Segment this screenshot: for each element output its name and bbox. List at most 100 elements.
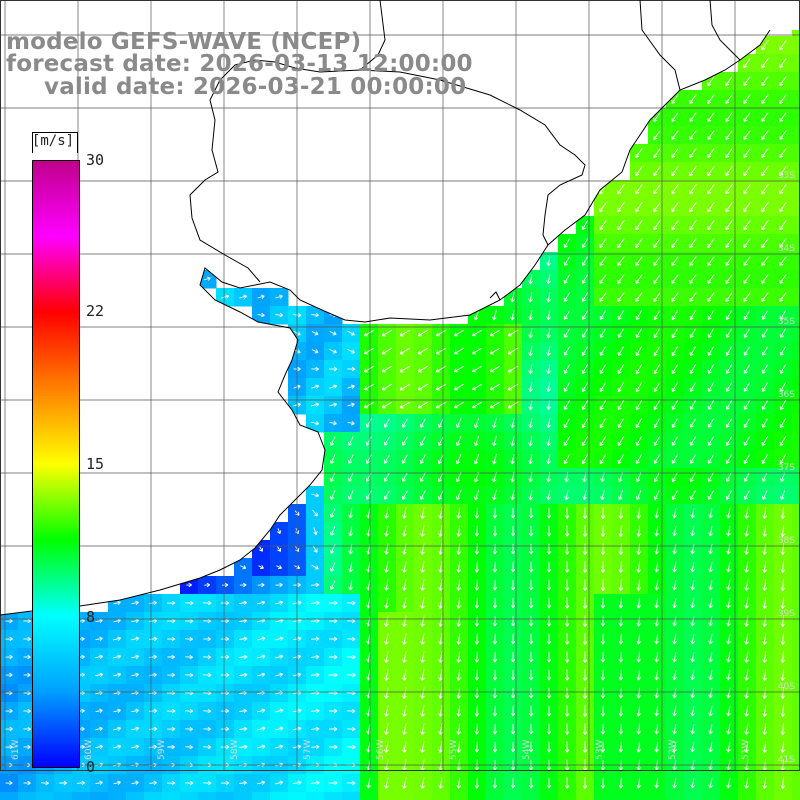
wind-arrow <box>275 672 284 677</box>
wind-arrow <box>671 112 679 122</box>
wind-arrow <box>546 346 551 357</box>
wind-arrow <box>672 561 677 573</box>
wind-arrow <box>581 346 588 356</box>
wind-arrow <box>149 708 158 714</box>
wind-arrow <box>761 184 769 195</box>
wind-arrow <box>417 365 429 373</box>
wind-arrow <box>113 726 122 731</box>
wind-arrow <box>618 615 624 627</box>
wind-arrow <box>438 705 443 717</box>
wind-arrow <box>5 744 13 750</box>
wind-arrow <box>5 654 13 660</box>
wind-arrow <box>599 328 606 338</box>
wind-speed-cell <box>54 792 73 800</box>
wind-arrow <box>618 669 624 681</box>
wind-arrow <box>563 436 571 446</box>
wind-arrow <box>311 582 320 588</box>
wind-arrow <box>384 687 389 699</box>
wind-arrow <box>528 274 533 285</box>
wind-arrow <box>725 130 733 140</box>
wind-arrow <box>582 723 588 735</box>
wind-arrow <box>492 417 497 429</box>
wind-arrow <box>417 329 429 337</box>
wind-arrow <box>256 708 266 713</box>
wind-arrow <box>546 687 552 699</box>
wind-arrow <box>546 454 551 465</box>
wind-arrow <box>707 274 715 284</box>
wind-arrow <box>474 687 480 699</box>
wind-arrow <box>274 636 284 641</box>
wind-arrow <box>653 112 661 122</box>
wind-arrow <box>726 651 731 663</box>
wind-arrow <box>95 780 103 786</box>
wind-arrow <box>401 436 408 446</box>
wind-arrow <box>546 705 552 717</box>
wind-arrow <box>456 579 461 591</box>
wind-arrow <box>310 744 320 750</box>
wind-arrow <box>363 365 374 373</box>
wind-arrow <box>618 507 624 519</box>
wind-arrow <box>725 256 733 266</box>
wind-arrow <box>780 507 785 519</box>
wind-speed-cell <box>792 414 800 433</box>
wind-arrow <box>563 328 570 338</box>
wind-arrow <box>276 565 282 570</box>
wind-arrow <box>346 636 356 642</box>
wind-arrow <box>780 723 785 735</box>
wind-arrow <box>726 525 731 537</box>
wind-arrow <box>743 256 751 266</box>
wind-arrow <box>564 741 570 753</box>
wind-arrow <box>600 723 606 735</box>
wind-arrow <box>363 401 374 409</box>
wind-arrow <box>472 365 482 373</box>
wind-arrow <box>743 382 750 392</box>
wind-arrow <box>671 346 679 357</box>
wind-arrow <box>402 633 407 645</box>
wind-arrow <box>635 382 643 393</box>
wind-arrow <box>546 579 552 591</box>
wind-arrow <box>312 509 318 517</box>
wind-arrow <box>671 382 678 392</box>
wind-arrow <box>474 489 480 501</box>
wind-speed-cell <box>792 324 800 343</box>
wind-arrow <box>402 579 407 591</box>
wind-speed-cell <box>792 54 800 73</box>
wind-arrow <box>402 723 407 735</box>
wind-arrow <box>779 130 787 140</box>
wind-arrow <box>618 543 624 555</box>
wind-arrow <box>256 636 266 641</box>
wind-arrow <box>636 561 641 573</box>
wind-arrow <box>636 687 641 699</box>
wind-arrow <box>780 633 785 645</box>
wind-arrow <box>762 687 767 699</box>
wind-arrow <box>384 741 389 753</box>
wind-arrow <box>489 383 500 391</box>
wind-arrow <box>402 687 407 699</box>
wind-speed-cell <box>792 360 800 379</box>
wind-arrow <box>311 349 319 354</box>
wind-arrow <box>726 507 731 519</box>
wind-arrow <box>438 525 443 537</box>
wind-arrow <box>489 347 500 355</box>
wind-arrow <box>564 723 570 735</box>
coastline-path <box>0 29 771 616</box>
wind-arrow <box>166 618 176 624</box>
wind-arrow <box>474 435 480 447</box>
wind-arrow <box>347 402 355 408</box>
wind-arrow <box>363 347 374 355</box>
wind-arrow <box>384 507 389 519</box>
wind-arrow <box>455 453 462 465</box>
wind-arrow <box>653 490 660 501</box>
wind-arrow <box>779 94 787 104</box>
wind-arrow <box>419 490 426 500</box>
wind-arrow <box>23 744 31 750</box>
wind-arrow <box>653 328 661 339</box>
wind-arrow <box>725 112 733 122</box>
wind-arrow <box>438 651 443 663</box>
wind-speed-cell <box>342 792 361 800</box>
wind-arrow <box>510 670 516 681</box>
wind-arrow <box>672 633 677 645</box>
wind-arrow <box>419 418 426 428</box>
wind-arrow <box>95 744 104 750</box>
wind-arrow <box>438 615 443 627</box>
